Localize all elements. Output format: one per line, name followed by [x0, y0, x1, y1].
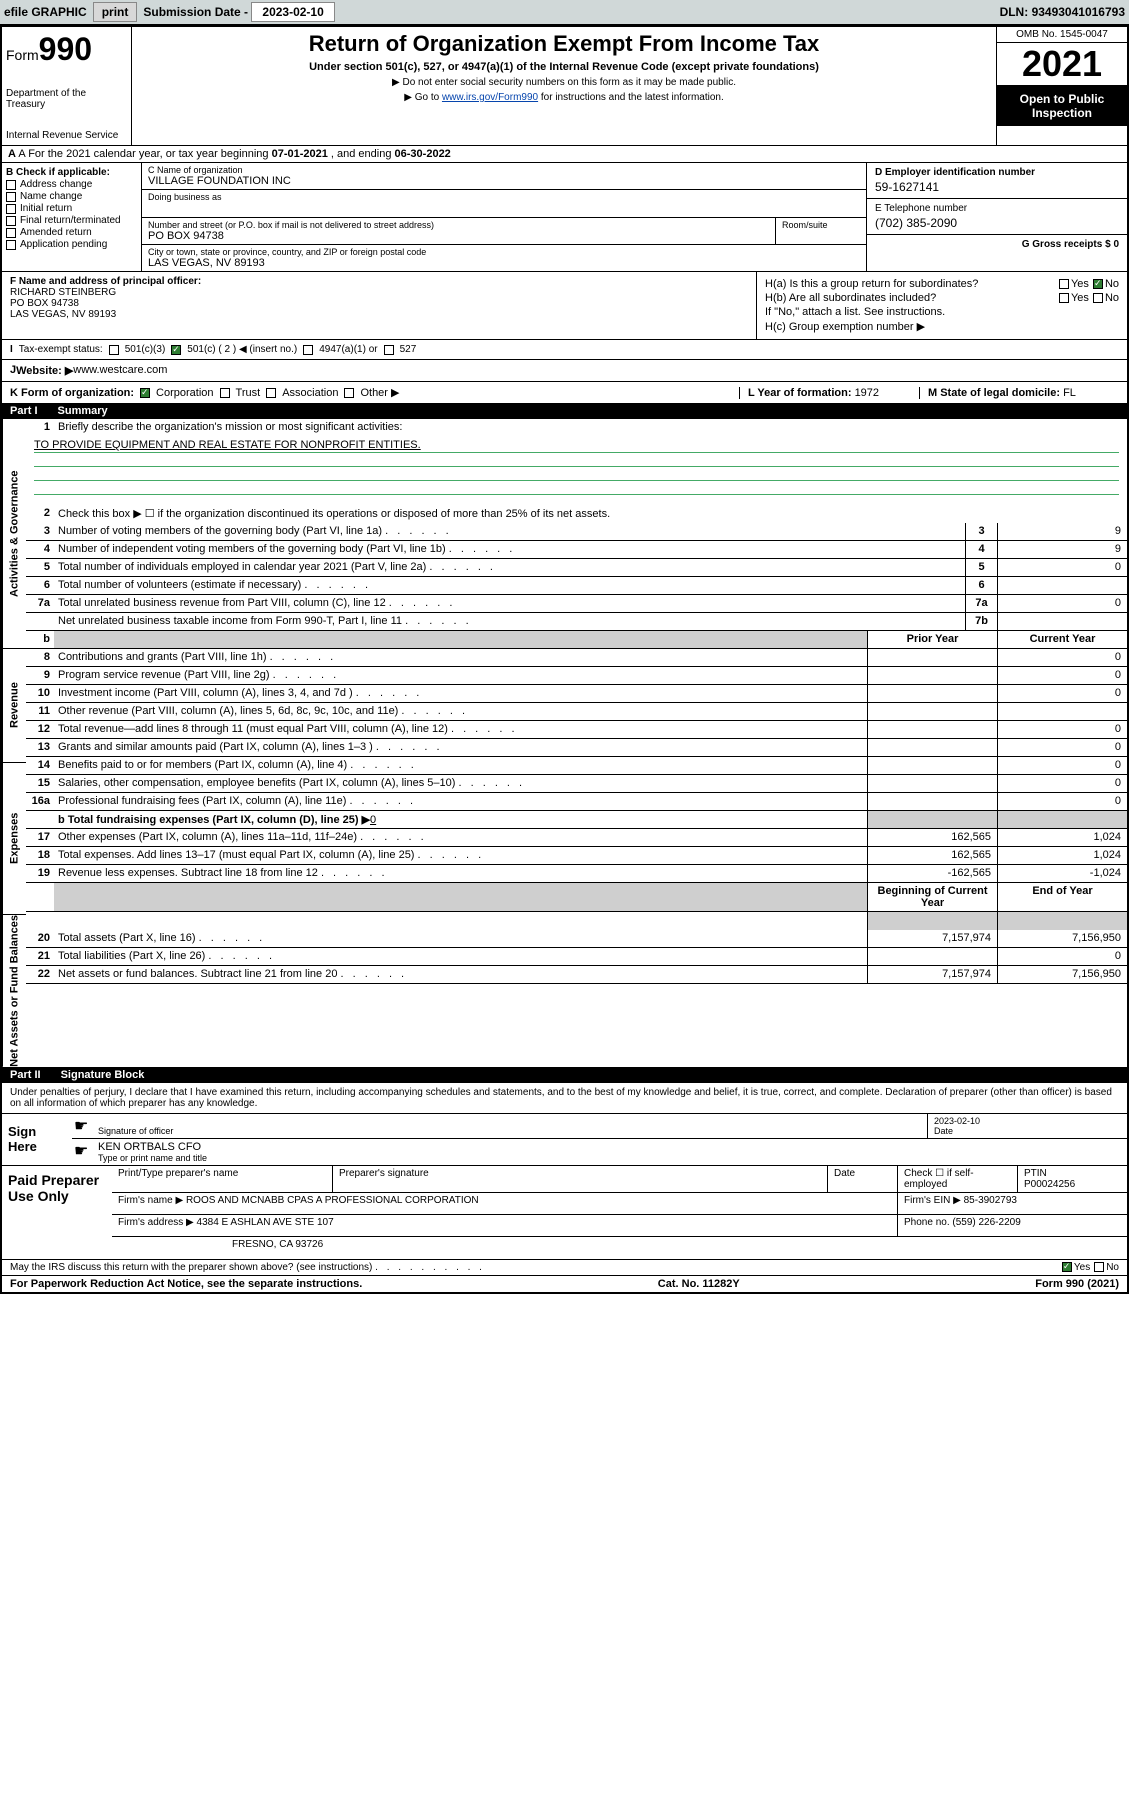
sign-here-label: Sign Here	[2, 1114, 72, 1165]
firm-ein: 85-3902793	[964, 1195, 1017, 1206]
form-number: 990	[39, 31, 92, 67]
addr-label: Number and street (or P.O. box if mail i…	[148, 220, 769, 230]
summary-line: 22Net assets or fund balances. Subtract …	[26, 966, 1127, 984]
form-footer: Form 990 (2021)	[1035, 1278, 1119, 1290]
summary-line: 11Other revenue (Part VIII, column (A), …	[26, 703, 1127, 721]
summary-line: 5Total number of individuals employed in…	[26, 559, 1127, 577]
city-label: City or town, state or province, country…	[148, 247, 860, 257]
prep-date-hdr: Date	[827, 1166, 897, 1192]
addr-value: PO BOX 94738	[148, 230, 769, 242]
ptin-value: P00024256	[1024, 1179, 1075, 1190]
sig-arrow-icon: ☛	[72, 1139, 92, 1165]
sig-intro: Under penalties of perjury, I declare th…	[2, 1083, 1127, 1114]
firm-name: ROOS AND MCNABB CPAS A PROFESSIONAL CORP…	[186, 1195, 479, 1206]
officer-name: RICHARD STEINBERG	[10, 287, 116, 298]
part1-header: Part ISummary	[2, 403, 1127, 419]
form-note1: ▶ Do not enter social security numbers o…	[140, 77, 988, 88]
efile-label: efile GRAPHIC	[4, 5, 87, 19]
sig-name-title: KEN ORTBALS CFO	[98, 1141, 1121, 1153]
dln: DLN: 93493041016793	[1000, 5, 1125, 19]
submission-date-label: Submission Date - 2023-02-10	[143, 5, 334, 19]
summary-line: 18Total expenses. Add lines 13–17 (must …	[26, 847, 1127, 865]
prep-sig-hdr: Preparer's signature	[332, 1166, 827, 1192]
sig-date-label: Date	[934, 1126, 1121, 1136]
summary-line: 9Program service revenue (Part VIII, lin…	[26, 667, 1127, 685]
summary-line: 19Revenue less expenses. Subtract line 1…	[26, 865, 1127, 883]
room-label: Room/suite	[782, 220, 860, 230]
ein-label: D Employer identification number	[875, 167, 1035, 178]
paid-preparer-label: Paid Preparer Use Only	[2, 1166, 112, 1259]
mission-text: TO PROVIDE EQUIPMENT AND REAL ESTATE FOR…	[34, 439, 421, 451]
sig-arrow-icon: ☛	[72, 1114, 92, 1138]
submission-date: 2023-02-10	[251, 2, 334, 22]
ptin-label: PTIN	[1024, 1168, 1047, 1179]
summary-line: 3Number of voting members of the governi…	[26, 523, 1127, 541]
form-word: Form	[6, 47, 39, 63]
summary-line: 14Benefits paid to or for members (Part …	[26, 757, 1127, 775]
summary-line: Net unrelated business taxable income fr…	[26, 613, 1127, 631]
summary-line: 6Total number of volunteers (estimate if…	[26, 577, 1127, 595]
officer-addr2: LAS VEGAS, NV 89193	[10, 309, 116, 320]
city-value: LAS VEGAS, NV 89193	[148, 257, 860, 269]
side-governance: Activities & Governance	[2, 419, 26, 648]
sig-date-value: 2023-02-10	[934, 1116, 1121, 1126]
summary-line: 13Grants and similar amounts paid (Part …	[26, 739, 1127, 757]
website-value: www.westcare.com	[73, 364, 167, 377]
summary-line: 15Salaries, other compensation, employee…	[26, 775, 1127, 793]
phone-value: (702) 385-2090	[875, 216, 1119, 230]
row-k: K Form of organization: Corporation Trus…	[2, 381, 1127, 403]
row-i: ITax-exempt status: 501(c)(3) 501(c) ( 2…	[2, 339, 1127, 359]
open-public: Open to PublicInspection	[997, 86, 1127, 126]
form-subtitle: Under section 501(c), 527, or 4947(a)(1)…	[140, 61, 988, 73]
prep-check-hdr: Check ☐ if self-employed	[897, 1166, 1017, 1192]
side-expenses: Expenses	[2, 763, 26, 914]
col-f: F Name and address of principal officer:…	[2, 272, 757, 339]
dba-label: Doing business as	[148, 192, 860, 202]
col-c: C Name of organization VILLAGE FOUNDATIO…	[142, 163, 867, 271]
summary-line: 12Total revenue—add lines 8 through 11 (…	[26, 721, 1127, 739]
print-button[interactable]: print	[93, 2, 138, 22]
prep-name-hdr: Print/Type preparer's name	[112, 1166, 332, 1192]
row-j: J Website: ▶ www.westcare.com	[2, 359, 1127, 381]
summary-line: 21Total liabilities (Part X, line 26) . …	[26, 948, 1127, 966]
cat-number: Cat. No. 11282Y	[658, 1278, 740, 1290]
summary-line: 17Other expenses (Part IX, column (A), l…	[26, 829, 1127, 847]
discuss-label: May the IRS discuss this return with the…	[10, 1262, 1058, 1273]
irs-link[interactable]: www.irs.gov/Form990	[442, 92, 538, 103]
gross-receipts: G Gross receipts $ 0	[1022, 239, 1119, 250]
officer-addr1: PO BOX 94738	[10, 298, 79, 309]
summary-line: 20Total assets (Part X, line 16) . . . .…	[26, 930, 1127, 948]
irs-label: Internal Revenue Service	[6, 130, 127, 141]
form-page: Form990 Department of the Treasury Inter…	[0, 25, 1129, 1294]
phone-label: E Telephone number	[875, 203, 967, 214]
firm-addr1: 4384 E ASHLAN AVE STE 107	[197, 1217, 334, 1228]
firm-addr2: FRESNO, CA 93726	[112, 1237, 1127, 1259]
omb-number: OMB No. 1545-0047	[997, 27, 1127, 43]
ein-value: 59-1627141	[875, 180, 1119, 194]
form-title: Return of Organization Exempt From Incom…	[140, 31, 988, 57]
type-name-label: Type or print name and title	[98, 1153, 1121, 1163]
summary-line: 4Number of independent voting members of…	[26, 541, 1127, 559]
form-note2: ▶ Go to www.irs.gov/Form990 for instruct…	[140, 92, 988, 103]
sig-officer-label: Signature of officer	[98, 1126, 921, 1136]
tax-year: 2021	[997, 43, 1127, 86]
side-revenue: Revenue	[2, 649, 26, 762]
paperwork-notice: For Paperwork Reduction Act Notice, see …	[10, 1278, 362, 1290]
col-b: B Check if applicable: Address change Na…	[2, 163, 142, 271]
col-d: D Employer identification number 59-1627…	[867, 163, 1127, 271]
dept-treasury: Department of the Treasury	[6, 88, 127, 110]
firm-phone: (559) 226-2209	[952, 1217, 1020, 1228]
row-a: A A For the 2021 calendar year, or tax y…	[2, 145, 1127, 162]
topbar: efile GRAPHIC print Submission Date - 20…	[0, 0, 1129, 25]
org-name-label: C Name of organization	[148, 165, 860, 175]
side-netassets: Net Assets or Fund Balances	[2, 915, 26, 1067]
part2-header: Part IISignature Block	[2, 1067, 1127, 1083]
col-h: H(a) Is this a group return for subordin…	[757, 272, 1127, 339]
summary-line: 16aProfessional fundraising fees (Part I…	[26, 793, 1127, 811]
summary-line: 10Investment income (Part VIII, column (…	[26, 685, 1127, 703]
summary-line: 8Contributions and grants (Part VIII, li…	[26, 649, 1127, 667]
org-name: VILLAGE FOUNDATION INC	[148, 175, 860, 187]
summary-line: 7aTotal unrelated business revenue from …	[26, 595, 1127, 613]
